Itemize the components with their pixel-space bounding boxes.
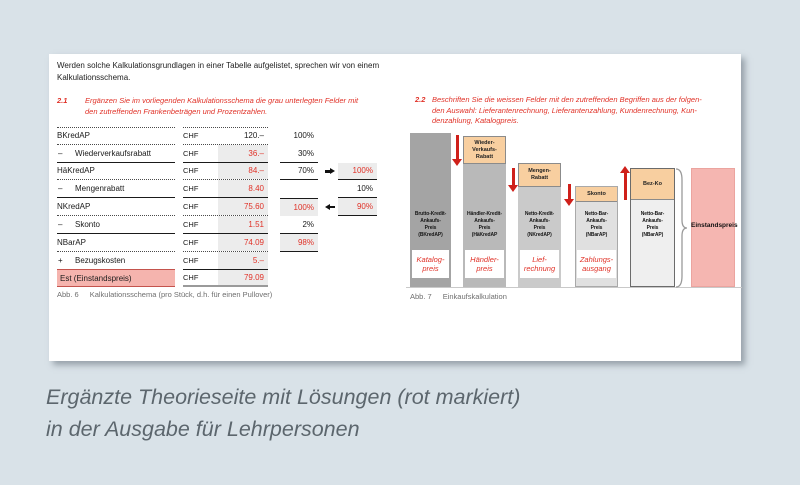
- brace-icon: [675, 168, 688, 288]
- percent-1: 70%: [280, 163, 318, 181]
- row-value: 84.–: [218, 162, 268, 180]
- figure-7-text: Einkaufskalkulation: [442, 292, 507, 301]
- row-value: 1.51: [218, 215, 268, 233]
- table-row-result: Est (Einstandspreis) CHF 79.09: [57, 269, 387, 288]
- bar-name-label: Brutto-Kredit- Ankaufs- Preis (BKredAP): [414, 211, 447, 238]
- currency-label: CHF: [183, 273, 199, 283]
- percent-2: 90%: [338, 198, 377, 216]
- bar-netto-bar-ankaufspreis-plus-bezko: Bez-Ko: [630, 168, 675, 287]
- red-arrow-up-icon: [620, 166, 630, 200]
- bar-name-label: Händler-Kredit- Ankaufs- Preis (HäKredAP: [467, 211, 502, 238]
- currency-label: CHF: [183, 166, 199, 176]
- row-label: NBarAP: [57, 237, 86, 247]
- red-arrow-down-icon: [564, 184, 574, 206]
- figure-6-label: Abb. 6: [57, 290, 79, 299]
- bar-name-label: Netto-Bar- Ankaufs- Preis (NBarAP): [584, 211, 609, 238]
- einstandspreis-label: Einstandspreis: [691, 222, 738, 229]
- row-value: 8.40: [218, 180, 268, 198]
- row-value: 5.–: [218, 251, 268, 270]
- intro-paragraph: Werden solche Kalkulationsgrundlagen in …: [57, 61, 380, 82]
- minus-sign: –: [58, 219, 63, 229]
- row-label: BKredAP: [57, 131, 90, 141]
- currency-label: CHF: [183, 237, 199, 247]
- plus-sign: +: [58, 255, 63, 265]
- bar-name-label: Netto-Kredit- Ankaufs- Preis (NKredAP): [524, 211, 555, 238]
- row-value: 120.–: [243, 131, 264, 141]
- table-row: HäKredAP CHF 84.– 70% 100%: [57, 162, 387, 181]
- row-label: Mengenrabatt: [75, 184, 125, 194]
- answer-field-lieferantenrechnung: Lief- rechnung: [520, 250, 559, 278]
- rabatt-box-skonto: Skonto: [576, 187, 617, 202]
- currency-label: CHF: [183, 219, 199, 229]
- answer-field-haendlerpreis: Händler- preis: [465, 250, 504, 278]
- figure-7-caption: Abb. 7 Einkaufskalkulation: [410, 292, 507, 301]
- percent-2: 100%: [338, 162, 377, 181]
- arrow-right-icon: [325, 168, 335, 175]
- row-label: Wiederverkaufsrabatt: [75, 148, 152, 158]
- task-2-1-number: 2.1: [57, 96, 68, 105]
- row-label: Est (Einstandspreis): [60, 273, 132, 283]
- percent-1: 30%: [280, 145, 318, 163]
- red-arrow-down-icon: [452, 135, 462, 166]
- task-2-1-text: Ergänzen Sie im vorliegenden Kalkulation…: [85, 96, 359, 116]
- percent-1: 100%: [293, 131, 314, 141]
- answer-field-katalogpreis: Katalog- preis: [412, 250, 449, 278]
- photo-caption: Ergänzte Theorieseite mit Lösungen (rot …: [46, 385, 521, 441]
- row-label: HäKredAP: [57, 166, 95, 176]
- currency-label: CHF: [183, 131, 199, 141]
- table-row: – Wiederverkaufsrabatt CHF 36.– 30%: [57, 144, 387, 163]
- task-2-2-number: 2.2: [415, 95, 426, 104]
- task-2-2-text: Beschriften Sie die weissen Felder mit d…: [432, 95, 702, 125]
- calculation-table: BKredAP CHF 120.– 100% – Wiederverkaufsra…: [57, 127, 387, 288]
- currency-label: CHF: [183, 148, 199, 158]
- row-label: Bezugskosten: [75, 255, 126, 265]
- percent-1: 98%: [280, 233, 318, 252]
- figure-7-label: Abb. 7: [410, 292, 432, 301]
- row-label: NKredAP: [57, 202, 91, 212]
- currency-label: CHF: [183, 255, 199, 265]
- minus-sign: –: [58, 184, 63, 194]
- rabatt-box-mengenrabatt: Mengen- Rabatt: [518, 163, 561, 187]
- textbook-page: Werden solche Kalkulationsgrundlagen in …: [49, 54, 742, 361]
- rabatt-box-bezugskosten: Bez-Ko: [631, 169, 674, 200]
- bar-einstandspreis: [691, 168, 735, 287]
- table-row: + Bezugskosten CHF 5.–: [57, 251, 387, 270]
- purchase-calculation-chart: Wieder- Verkaufs- Rabatt Mengen- Rabatt …: [406, 130, 742, 288]
- percent-2: 10%: [338, 180, 377, 199]
- table-row: – Mengenrabatt CHF 8.40 10%: [57, 180, 387, 199]
- percent-1: 100%: [280, 198, 318, 216]
- rabatt-box-wiederverkaufsrabatt: Wieder- Verkaufs- Rabatt: [463, 136, 506, 164]
- row-value: 79.09: [218, 270, 268, 286]
- arrow-left-icon: [325, 204, 335, 211]
- table-row: BKredAP CHF 120.– 100%: [57, 127, 387, 145]
- table-row: NKredAP CHF 75.60 100% 90%: [57, 198, 387, 216]
- minus-sign: –: [58, 148, 63, 158]
- currency-label: CHF: [183, 184, 199, 194]
- bar-name-label: Netto-Bar- Ankaufs- Preis (NBarAP): [640, 211, 665, 238]
- row-value: 75.60: [218, 198, 268, 215]
- table-row: NBarAP CHF 74.09 98%: [57, 233, 387, 252]
- figure-6-text: Kalkulationsschema (pro Stück, d.h. für …: [89, 290, 273, 299]
- red-arrow-down-icon: [508, 168, 518, 192]
- row-value: 36.–: [218, 144, 268, 162]
- table-row: – Skonto CHF 1.51 2%: [57, 215, 387, 234]
- row-label: Skonto: [75, 219, 100, 229]
- answer-field-zahlungsausgang: Zahlungs- ausgang: [577, 250, 616, 278]
- currency-label: CHF: [183, 202, 199, 212]
- figure-6-caption: Abb. 6 Kalkulationsschema (pro Stück, d.h…: [57, 290, 272, 299]
- percent-1: 2%: [280, 216, 318, 234]
- row-value: 74.09: [218, 233, 268, 251]
